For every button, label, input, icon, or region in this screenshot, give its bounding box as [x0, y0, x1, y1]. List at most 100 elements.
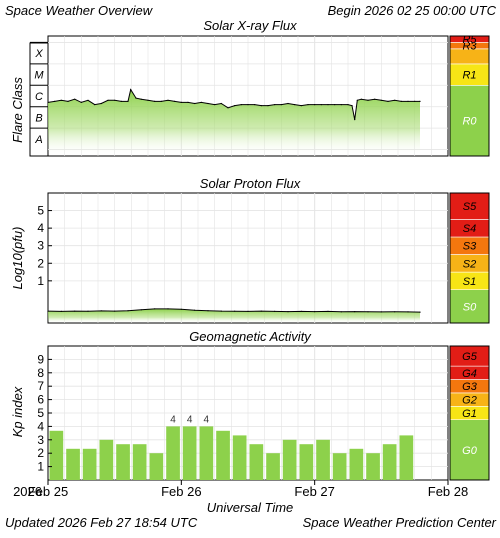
geomagnetic-storm-scale-label: G3 [462, 381, 478, 393]
geomagnetic-storm-scale-label: G1 [462, 408, 477, 420]
flare-class-label: C [35, 91, 43, 103]
xray-flux-point [130, 89, 132, 91]
grid-lines [48, 36, 448, 480]
proton-panel-title: Solar Proton Flux [200, 176, 301, 191]
xray-flux-point [387, 100, 389, 102]
proton-flux-point [127, 310, 129, 312]
radio-blackout-scale-segment [449, 85, 490, 157]
proton-flux-point [287, 311, 289, 313]
proton-tick-label: 2 [37, 256, 44, 270]
xray-flux-point [360, 98, 362, 100]
proton-flux-point [274, 310, 276, 312]
xray-flux-point [234, 105, 236, 107]
kp-tick-label: 6 [37, 393, 44, 407]
radiation-storm-scale-label: S3 [463, 241, 477, 253]
proton-flux-point [114, 310, 116, 312]
proton-tick-label: 1 [37, 274, 44, 288]
proton-ylabel: Log10(pfu) [10, 227, 25, 290]
proton-flux-point [367, 311, 369, 313]
date-tick-label: Feb 28 [428, 484, 468, 499]
radiation-storm-scale-label: S0 [463, 301, 477, 313]
xray-flux-point [260, 105, 262, 107]
xray-flux-point [314, 104, 316, 106]
radiation-storm-scale-label: S2 [463, 258, 476, 270]
proton-flux-point [180, 308, 182, 310]
geomagnetic-storm-scale-frame [449, 345, 490, 481]
radio-blackout-scale-label: R0 [462, 116, 477, 128]
xray-flux-point [54, 100, 56, 102]
date-tick-label: Feb 26 [161, 484, 201, 499]
flare-class-column [29, 42, 49, 157]
radiation-storm-scale-segment [449, 192, 490, 220]
xray-flux-point [254, 104, 256, 106]
xray-flux-point [114, 99, 116, 101]
xray-flux-point [307, 104, 309, 106]
kp-bar [299, 444, 314, 480]
radiation-storm-scale-label: S5 [463, 201, 477, 213]
proton-flux-point [340, 311, 342, 313]
xray-flux-point [174, 100, 176, 102]
x-axis-label: Universal Time [207, 500, 294, 515]
proton-flux-point [167, 308, 169, 310]
geomagnetic-storm-scale-label: G2 [462, 395, 477, 407]
geomagnetic-storm-scale-label: G0 [462, 445, 478, 457]
xray-flux-point [140, 98, 142, 100]
kp-bar [382, 444, 397, 480]
kp-tick-label: 4 [37, 419, 44, 433]
xray-flux-point [300, 105, 302, 107]
kp-bar-label: 4 [204, 414, 210, 425]
flare-class-label: M [34, 70, 44, 82]
kp-tick-label: 5 [37, 406, 44, 420]
xray-flux-point [354, 119, 356, 121]
kp-bar [266, 453, 280, 480]
radio-blackout-scale-frame [449, 35, 490, 157]
radiation-storm-scale-frame [449, 192, 490, 324]
kp-tick-label: 8 [37, 366, 44, 380]
xray-flux-point [107, 99, 109, 101]
kp-tick-label: 1 [37, 460, 44, 474]
proton-tick-label: 4 [37, 221, 44, 235]
proton-tick-label: 3 [37, 239, 44, 253]
proton-flux-point [60, 310, 62, 312]
proton-flux-point [87, 310, 89, 312]
xray-flux-point [214, 104, 216, 106]
kp-bar [149, 453, 164, 480]
proton-flux-point [407, 311, 409, 313]
proton-flux-point [260, 310, 262, 312]
xray-flux-point [200, 101, 202, 103]
kp-bar [216, 430, 230, 480]
geomagnetic-storm-scale-label: G4 [462, 368, 477, 380]
xray-flux-point [280, 104, 282, 106]
xray-flux-point [356, 99, 358, 101]
kp-bar [132, 444, 147, 480]
xray-flux-point [87, 99, 89, 101]
flare-class-label: X [34, 48, 43, 60]
kp-bar [249, 444, 264, 480]
proton-flux-area [48, 308, 420, 323]
kp-bar [399, 435, 414, 480]
kp-tick-label: 3 [37, 433, 44, 447]
xray-flux-point [74, 98, 76, 100]
xray-flux-point [220, 102, 222, 105]
flare-class-label: B [35, 112, 42, 124]
xray-flux-point [120, 100, 122, 102]
xray-flux-point [419, 100, 421, 102]
page-title: Space Weather Overview [5, 3, 154, 18]
xray-flux-point [327, 104, 329, 106]
proton-flux-point [327, 310, 329, 312]
kp-bar [66, 448, 80, 480]
proton-flux-point [419, 311, 421, 313]
xray-flux-point [60, 99, 62, 101]
kp-bar [182, 426, 197, 480]
xray-flux-point [227, 107, 229, 109]
proton-tick-label: 5 [37, 204, 44, 218]
radio-blackout-scale-label: R5 [462, 34, 477, 46]
xray-flux-area [48, 89, 420, 156]
kp-bar [116, 444, 130, 480]
proton-flux-point [220, 310, 222, 312]
xray-ylabel: Flare Class [10, 77, 25, 143]
